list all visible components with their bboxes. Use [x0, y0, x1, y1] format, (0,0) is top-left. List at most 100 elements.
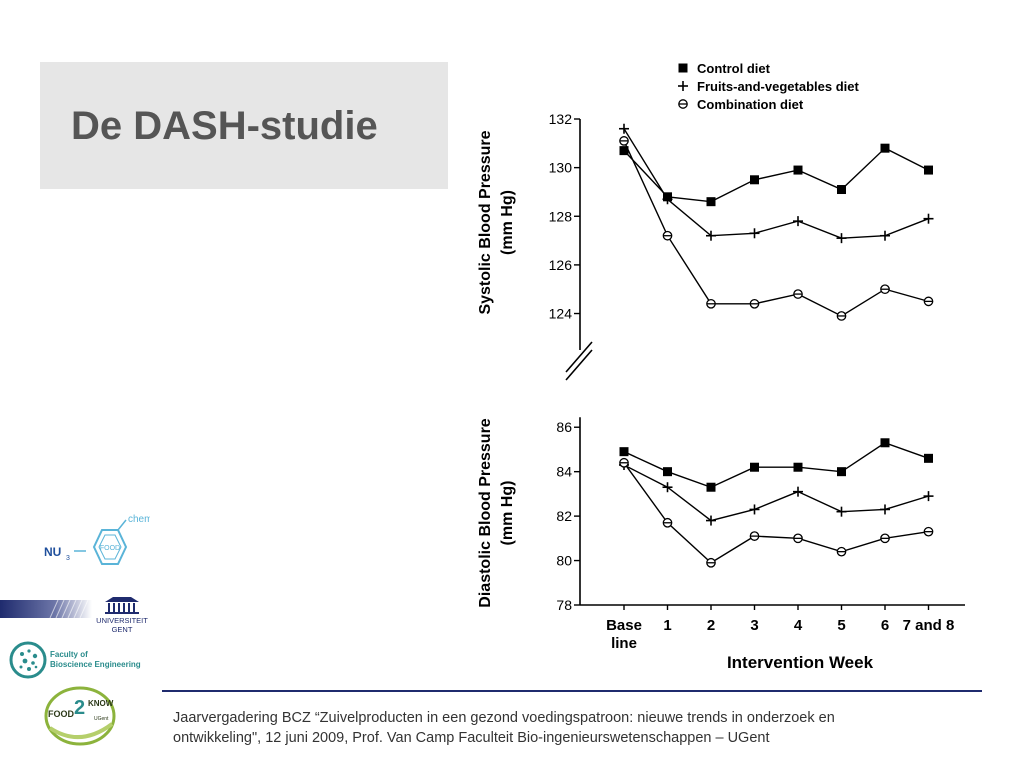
series-line-square	[623, 147, 929, 203]
x-tick-label: 5	[837, 617, 845, 634]
data-point-circle	[836, 546, 847, 557]
ugent-line2: GENT	[112, 625, 133, 634]
y-tick-label: 126	[549, 257, 573, 273]
data-point-square	[793, 462, 803, 472]
data-point-plus	[923, 213, 934, 224]
y-tick-label: 78	[556, 597, 572, 613]
data-point-circle	[923, 296, 934, 307]
data-point-square	[750, 462, 759, 472]
food2know-swirl-icon	[44, 686, 116, 746]
series-line-square	[623, 442, 929, 488]
data-point-square	[793, 165, 803, 175]
data-point-circle	[749, 531, 760, 541]
data-point-circle	[619, 457, 629, 468]
legend-marker-plus	[678, 81, 688, 91]
data-point-plus	[749, 228, 760, 239]
data-point-square	[880, 143, 890, 153]
data-point-square	[924, 165, 933, 175]
data-point-plus	[923, 491, 934, 502]
legend-label: Fruits-and-vegetables diet	[697, 79, 859, 94]
data-point-plus	[706, 515, 716, 526]
faculty-line2: Bioscience Engineering	[50, 660, 141, 669]
x-tick-label: Base	[606, 617, 642, 634]
data-point-circle	[706, 557, 716, 568]
data-point-square	[924, 453, 933, 463]
x-tick-label: 1	[663, 617, 671, 634]
data-point-circle	[880, 284, 890, 295]
y-tick-label: 128	[549, 208, 573, 224]
data-point-square	[663, 467, 672, 477]
food2know-num: 2	[74, 697, 85, 719]
footer-line-1: Jaarvergadering BCZ “Zuivelproducten in …	[173, 710, 835, 726]
data-point-plus	[880, 230, 890, 241]
y-tick-label: 80	[556, 553, 572, 569]
x-axis-label: Intervention Week	[727, 653, 874, 672]
y-tick-label: 132	[549, 111, 573, 127]
faculty-line1: Faculty of	[50, 650, 88, 659]
nu3chem-food-logo: NU 3 FOOD chem	[40, 510, 150, 580]
data-point-plus	[836, 506, 847, 517]
chem-label: chem	[128, 514, 150, 525]
dash-blood-pressure-chart: Control diet Fruits-and-vegetables diet Co…	[477, 61, 965, 672]
footer-text: Jaarvergadering BCZ “Zuivelproducten in …	[173, 708, 973, 748]
food2know-sub: UGent	[94, 716, 109, 722]
data-point-square	[750, 175, 759, 185]
data-point-plus	[836, 233, 847, 244]
data-point-circle	[706, 298, 716, 309]
data-point-circle	[836, 311, 847, 321]
data-point-circle	[662, 230, 673, 241]
data-point-square	[619, 447, 629, 457]
data-point-circle	[880, 533, 890, 544]
series-line-circle	[623, 462, 929, 564]
slide-title: De DASH-studie	[71, 104, 378, 148]
series-line-plus	[623, 128, 929, 239]
data-point-square	[880, 438, 890, 448]
x-tick-label: 3	[750, 617, 758, 634]
x-tick-label: 7 and 8	[903, 617, 955, 634]
data-point-circle	[619, 136, 629, 146]
y-axis-label: (mm Hg)	[499, 190, 516, 255]
data-point-circle	[793, 533, 803, 544]
ugent-line1: UNIVERSITEIT	[96, 616, 148, 625]
y-axis-label: (mm Hg)	[499, 481, 516, 546]
y-axis-label: Systolic Blood Pressure	[477, 130, 494, 314]
legend-label: Control diet	[697, 61, 771, 76]
data-point-plus	[706, 230, 716, 241]
x-tick-label: 4	[794, 617, 803, 634]
data-point-circle	[749, 298, 760, 309]
data-point-square	[837, 185, 846, 195]
footer-line-2: ontwikkeling", 12 juni 2009, Prof. Van C…	[173, 730, 770, 746]
y-tick-label: 124	[549, 306, 573, 322]
data-point-square	[619, 146, 629, 156]
axis-break-icon	[565, 341, 593, 381]
faculty-logo: Faculty of Bioscience Engineering	[8, 638, 158, 682]
food2know-right: KNOW	[88, 699, 114, 708]
footer-rule	[162, 690, 982, 692]
faculty-circle-icon	[9, 641, 47, 679]
data-point-plus	[619, 123, 629, 134]
x-tick-label: line	[611, 635, 637, 652]
series-line-plus	[623, 464, 929, 522]
y-tick-label: 86	[556, 419, 572, 435]
nu3-label: NU	[44, 545, 61, 559]
data-point-plus	[662, 482, 673, 493]
data-point-square	[837, 467, 846, 477]
legend-label: Combination diet	[697, 97, 804, 112]
data-point-square	[706, 197, 716, 207]
x-tick-label: 6	[881, 617, 889, 634]
ugent-band	[0, 600, 92, 618]
data-point-plus	[662, 194, 673, 205]
y-tick-label: 130	[549, 160, 573, 176]
data-point-plus	[880, 504, 890, 515]
y-tick-label: 84	[556, 464, 572, 480]
data-point-plus	[793, 216, 803, 227]
data-point-square	[706, 482, 716, 492]
food-label: FOOD	[100, 545, 120, 552]
legend-marker-square	[678, 63, 688, 73]
food2know-left: FOOD	[48, 709, 74, 719]
y-axis-label: Diastolic Blood Pressure	[477, 418, 494, 607]
ugent-logo: UNIVERSITEIT GENT	[0, 594, 170, 636]
food2know-logo: FOOD 2 KNOW UGent	[40, 684, 120, 750]
legend-marker-circle	[678, 99, 688, 109]
y-tick-label: 82	[556, 508, 572, 524]
